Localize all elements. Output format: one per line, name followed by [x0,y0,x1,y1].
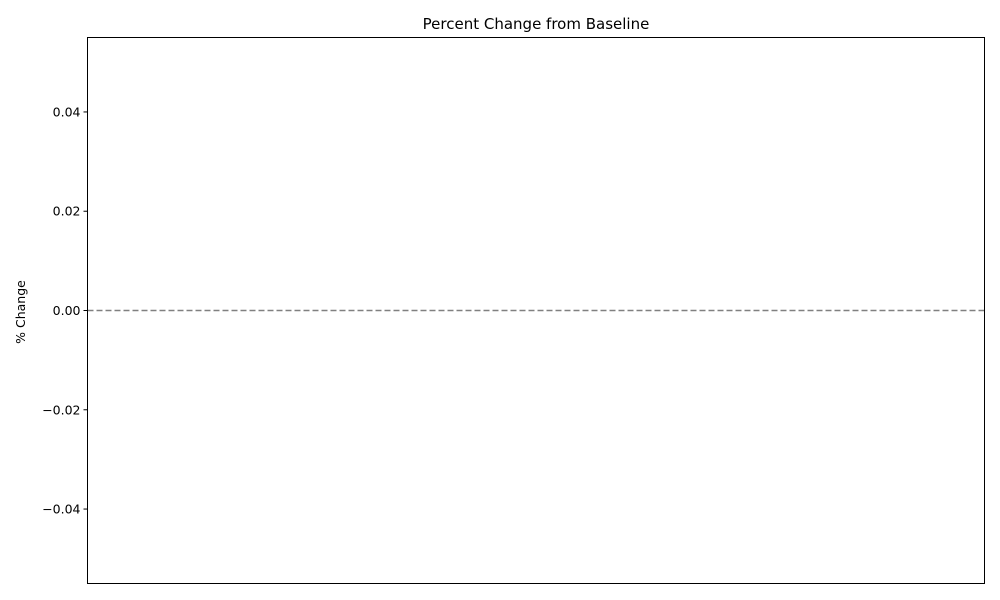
y-axis: 0.04 0.02 0.00 −0.02 −0.04 [42,104,88,517]
y-tick-label: −0.02 [42,402,80,417]
y-tick-label: 0.02 [53,204,81,219]
y-tick-label: 0.04 [53,104,81,119]
y-tick-label: −0.04 [42,502,80,517]
y-tick-label: 0.00 [53,303,81,318]
chart-title: Percent Change from Baseline [423,15,650,33]
y-axis-label: % Change [13,280,28,344]
plot-area-frame [87,37,985,584]
